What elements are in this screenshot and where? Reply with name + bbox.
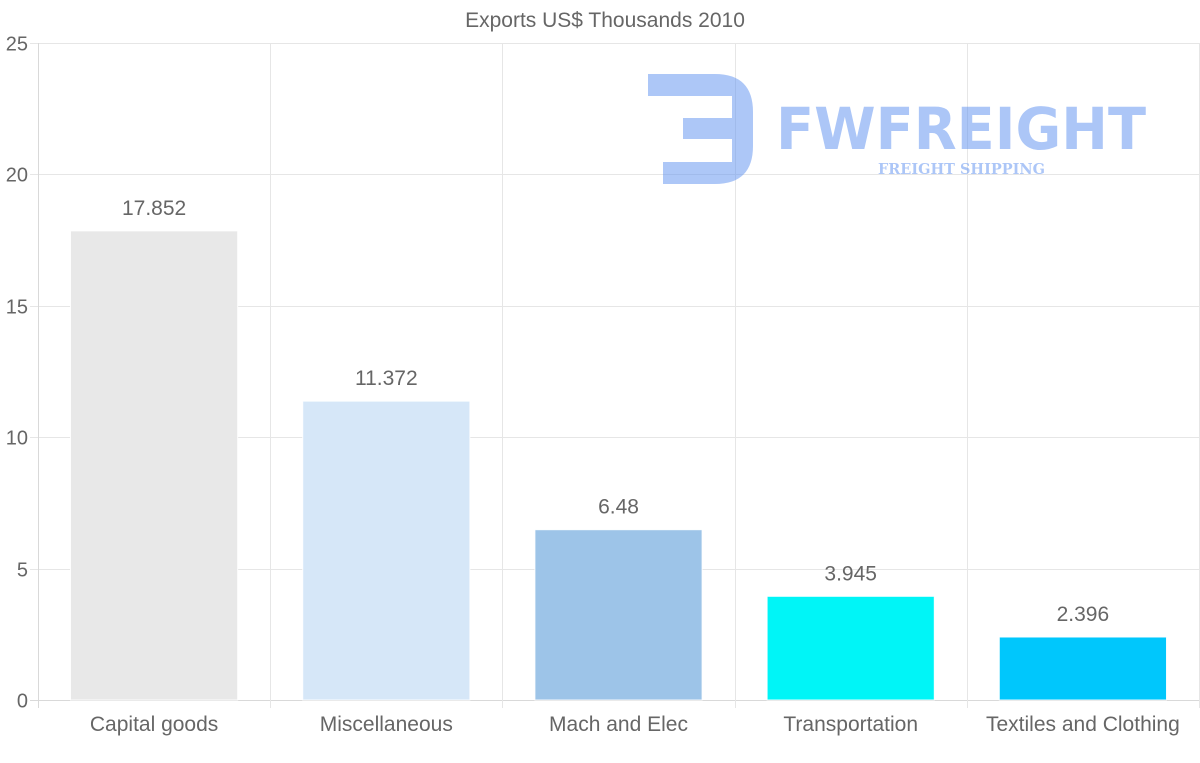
- bar-value-label: 2.396: [1057, 603, 1110, 626]
- watermark-tagline-text: FREIGHT SHIPPING: [878, 160, 1045, 178]
- x-category-label: Miscellaneous: [320, 713, 453, 736]
- chart-title: Exports US$ Thousands 2010: [465, 9, 745, 32]
- bar-textiles-and-clothing[interactable]: [998, 636, 1167, 701]
- axes: 0 5 10 15 20 25 Capital goods Miscellaneous Mach…: [6, 34, 1180, 737]
- y-tick-label: 20: [6, 165, 28, 187]
- bar-value-label: 17.852: [122, 197, 186, 220]
- bar-value-label: 3.945: [824, 562, 877, 585]
- bar-miscellaneous[interactable]: [302, 400, 471, 701]
- y-tick-label: 15: [6, 297, 28, 319]
- fwfreight-logo-icon: [648, 74, 753, 184]
- x-category-label: Textiles and Clothing: [986, 713, 1180, 736]
- y-tick-label: 25: [6, 34, 28, 56]
- x-category-label: Mach and Elec: [549, 713, 688, 736]
- value-labels: 17.852 11.372 6.48 3.945 2.396: [122, 197, 1109, 626]
- y-tick-label: 10: [6, 428, 28, 450]
- y-tick-label: 0: [17, 691, 28, 713]
- y-tick-label: 5: [17, 560, 28, 582]
- x-category-label: Capital goods: [90, 713, 218, 736]
- bars: [70, 230, 1167, 701]
- bar-value-label: 6.48: [598, 496, 639, 519]
- bar-value-label: 11.372: [355, 367, 418, 390]
- bar-capital-goods[interactable]: [70, 230, 239, 701]
- watermark-brand-text: FWFREIGHT: [776, 95, 1146, 163]
- bar-mach-and-elec[interactable]: [534, 529, 703, 701]
- fwfreight-watermark-logo: FWFREIGHT FREIGHT SHIPPING: [648, 74, 1146, 184]
- x-category-label: Transportation: [783, 713, 918, 736]
- bar-transportation[interactable]: [766, 595, 935, 701]
